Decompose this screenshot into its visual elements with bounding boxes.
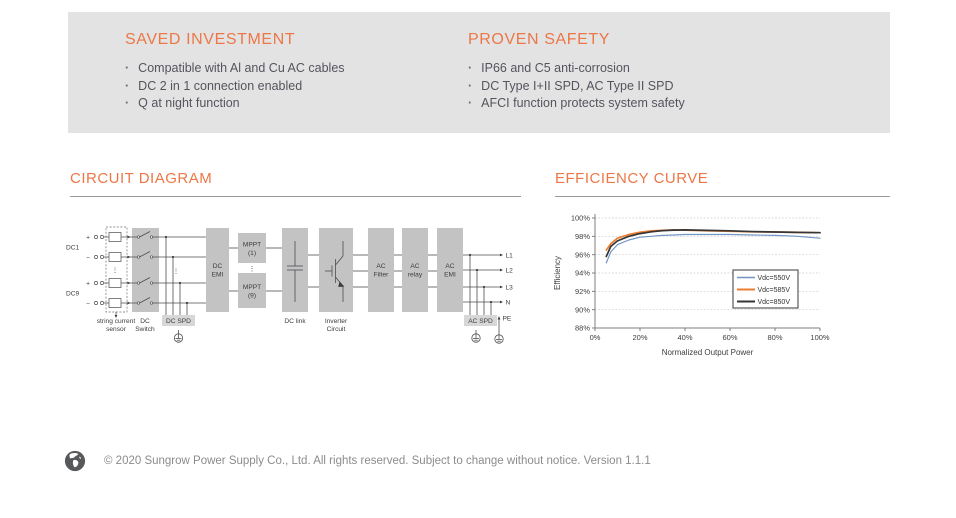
- dc1-plus-label: +: [86, 234, 90, 241]
- dc-emi-box: [206, 228, 229, 312]
- dc1-label: DC1: [66, 245, 80, 252]
- dc-emi-label-2: EMI: [212, 272, 224, 279]
- efficiency-chart: 88% 90% 92% 94% 96% 98% 100% 0% 20% 40% 60% 80% 100%…: [553, 214, 830, 357]
- ac-spd-label: AC SPD: [468, 318, 493, 325]
- list-item: DC Type I+II SPD, AC Type II SPD: [468, 78, 685, 96]
- ac-wires: [353, 254, 437, 288]
- ac-relay-box: [402, 228, 428, 312]
- mppt1-label-2: (1): [248, 250, 256, 257]
- efficiency-curve-section-header: EFFICIENCY CURVE: [555, 170, 890, 197]
- ac-output-lines: [463, 253, 503, 304]
- ac-relay-label-2: relay: [408, 272, 423, 279]
- dc-link-capacitor: [287, 241, 303, 302]
- sensor-dots: ⋮: [112, 267, 119, 274]
- dc-switch-blades: [136, 231, 154, 305]
- saved-investment-title: SAVED INVESTMENT: [125, 31, 296, 48]
- efficiency-curve-title: EFFICIENCY CURVE: [555, 170, 709, 187]
- mppt1-box: [238, 233, 266, 263]
- ac-spd-ground-icon: [471, 329, 481, 343]
- string-current-sensor-box: [105, 226, 128, 313]
- dc1-minus-label: −: [86, 254, 90, 261]
- mppt9-box: [238, 273, 266, 308]
- output-l1-label: L1: [506, 253, 514, 260]
- list-item: Compatible with Al and Cu AC cables: [125, 60, 344, 78]
- circuit-diagram-section-header: CIRCUIT DIAGRAM: [70, 170, 521, 197]
- dc9-minus-label: −: [86, 300, 90, 307]
- list-item: Q at night function: [125, 95, 345, 113]
- mppt9-label-2: (9): [248, 293, 256, 300]
- dc-spd-ground-icon: [173, 329, 184, 343]
- output-l3-label: L3: [506, 285, 514, 292]
- circuit-diagram-title: CIRCUIT DIAGRAM: [70, 170, 213, 187]
- dc-switch-label-2: Switch: [135, 326, 155, 333]
- ac-filter-box: [368, 228, 394, 312]
- dc-link-label: DC link: [284, 318, 306, 325]
- x-tick-label: 0%: [590, 333, 601, 342]
- inverter-igbt-icon: [325, 241, 345, 302]
- y-tick-label: 90%: [575, 305, 590, 314]
- proven-safety-list: IP66 and C5 anti-corrosion DC Type I+II …: [468, 60, 685, 113]
- pe-ground-icon: [494, 330, 504, 344]
- y-tick-label: 100%: [571, 214, 591, 223]
- y-tick-label: 88%: [575, 324, 590, 333]
- inverter-label-1: Inverter: [325, 318, 348, 325]
- dc9-plus-label: +: [86, 280, 90, 287]
- dc-switch-box: [132, 228, 159, 312]
- dc-switch-label-1: DC: [140, 318, 150, 325]
- legend-label: Vdc=550V: [758, 275, 791, 282]
- dc-spd-box: [162, 315, 195, 326]
- y-tick-label: 96%: [575, 250, 590, 259]
- x-tick-label: 80%: [767, 333, 782, 342]
- inverter-box: [319, 228, 353, 312]
- y-axis-title: Efficiency: [553, 256, 562, 290]
- y-tick-label: 94%: [575, 269, 590, 278]
- sensor-label-1: string current: [97, 318, 136, 325]
- ac-emi-box: [437, 228, 463, 312]
- dc-spd-label: DC SPD: [166, 318, 191, 325]
- dc-terminals: [94, 235, 104, 305]
- sensor-label-2: sensor: [106, 326, 127, 333]
- string-dots: ⋮: [173, 268, 180, 275]
- output-l2-label: L2: [506, 268, 514, 275]
- ac-emi-label-1: AC: [445, 263, 454, 270]
- globe-icon: [64, 450, 86, 472]
- output-n-label: N: [506, 300, 511, 307]
- legend-label: Vdc=850V: [758, 299, 791, 306]
- saved-investment-list: Compatible with Al and Cu AC cables DC 2…: [125, 60, 345, 113]
- series-line-Vdc=850V: [605, 229, 821, 258]
- highlights-panel: SAVED INVESTMENT Compatible with Al and …: [68, 12, 890, 133]
- pe-label: PE: [503, 316, 512, 323]
- ac-spd-box: [464, 315, 497, 326]
- ac-spd-drops: [468, 253, 493, 315]
- x-axis-title: Normalized Output Power: [662, 348, 754, 357]
- proven-safety-section: PROVEN SAFETY IP66 and C5 anti-corrosion…: [468, 31, 685, 113]
- x-tick-label: 20%: [632, 333, 647, 342]
- footer: © 2020 Sungrow Power Supply Co., Ltd. Al…: [64, 450, 651, 472]
- mppt9-label-1: MPPT: [243, 284, 261, 291]
- circuit-diagram: + DC1 − + DC9 − ⋮ string current sensor: [66, 226, 514, 344]
- x-tick-label: 40%: [677, 333, 692, 342]
- saved-investment-section: SAVED INVESTMENT Compatible with Al and …: [125, 31, 345, 113]
- legend-label: Vdc=585V: [758, 287, 791, 294]
- y-tick-label: 92%: [575, 287, 590, 296]
- dc9-label: DC9: [66, 291, 80, 298]
- ac-filter-label-2: Filter: [374, 272, 389, 279]
- dc-spd-drops: [164, 235, 189, 315]
- proven-safety-title: PROVEN SAFETY: [468, 31, 611, 48]
- inverter-label-2: Circuit: [327, 326, 346, 333]
- ac-filter-label-1: AC: [376, 263, 385, 270]
- ac-emi-label-2: EMI: [444, 272, 456, 279]
- x-tick-label: 60%: [722, 333, 737, 342]
- dc-emi-label-1: DC: [213, 263, 223, 270]
- mppt1-label-1: MPPT: [243, 242, 261, 249]
- mppt-dots: ⋮: [249, 266, 256, 273]
- ac-relay-label-1: AC: [410, 263, 419, 270]
- series-line-Vdc=550V: [605, 233, 821, 264]
- copyright-text: © 2020 Sungrow Power Supply Co., Ltd. Al…: [104, 455, 651, 467]
- list-item: DC 2 in 1 connection enabled: [125, 78, 345, 96]
- list-item: AFCI function protects system safety: [468, 95, 685, 113]
- y-tick-label: 98%: [575, 232, 590, 241]
- x-tick-label: 100%: [810, 333, 830, 342]
- list-item: IP66 and C5 anti-corrosion: [468, 60, 685, 78]
